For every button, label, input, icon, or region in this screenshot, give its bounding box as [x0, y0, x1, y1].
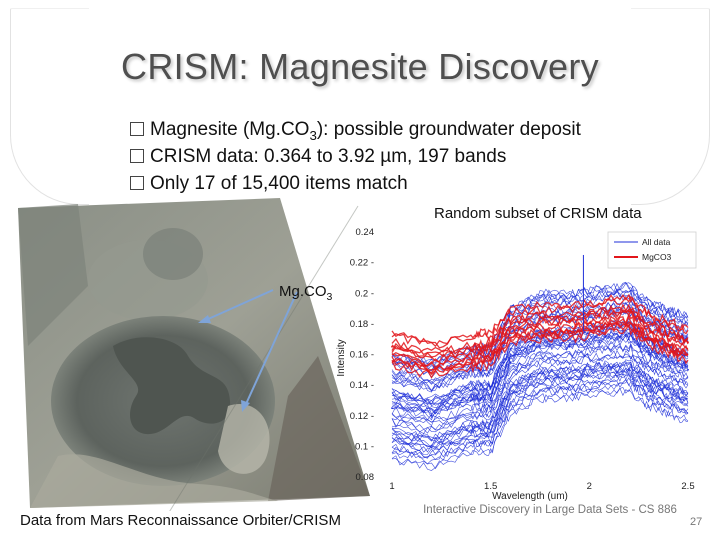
spectrum-line-all-data — [391, 350, 689, 434]
spectrum-line-mgco3 — [391, 295, 689, 349]
legend-label-all-data: All data — [642, 237, 671, 247]
data-point-mgco3 — [647, 326, 650, 328]
checkbox-bullet-icon — [130, 149, 144, 163]
spectrum-line-all-data — [391, 332, 689, 416]
bullet-items-match: Only 17 of 15,400 items match — [130, 170, 581, 197]
spectrum-line-mgco3 — [391, 303, 689, 354]
bullet-crism-data: CRISM data: 0.364 to 3.92 µm, 197 bands — [130, 143, 581, 170]
data-point-mgco3 — [627, 310, 630, 313]
data-point-all-data — [509, 361, 512, 364]
spectrum-line-mgco3 — [391, 314, 689, 369]
spectrum-line-mgco3 — [391, 323, 689, 379]
data-point-mgco3 — [568, 319, 571, 322]
data-point-all-data — [430, 414, 433, 417]
data-point-all-data — [391, 407, 393, 409]
y-tick-label: 0.08 — [356, 472, 375, 483]
x-tick-label: 2.5 — [681, 481, 694, 492]
image-caption: Data from Mars Reconnaissance Orbiter/CR… — [20, 512, 341, 529]
spectrum-line-all-data — [391, 365, 689, 448]
data-point-mgco3 — [598, 315, 601, 318]
arrow-line-down — [245, 291, 298, 405]
y-tick-label: 0.1 - — [355, 441, 374, 452]
data-point-mgco3 — [391, 345, 393, 348]
spectrum-line-all-data — [391, 368, 689, 451]
spectrum-line-all-data — [391, 350, 689, 434]
data-point-all-data — [647, 353, 650, 356]
mgco3-image-label: Mg.CO3 — [279, 283, 333, 303]
y-tick-label: 0.2 - — [355, 288, 374, 299]
arrow-head-left-icon — [198, 315, 211, 323]
bullet-magnesite: Magnesite (Mg.CO3): possible groundwater… — [130, 116, 581, 143]
data-point-all-data — [539, 345, 541, 348]
spectrum-line-all-data — [391, 337, 689, 421]
data-point-all-data — [470, 399, 472, 402]
data-point-all-data — [568, 345, 571, 348]
spectrum-line-all-data — [391, 361, 689, 442]
mars-terrain-image — [18, 198, 370, 511]
data-point-all-data — [489, 399, 492, 402]
spectrum-line-mgco3 — [391, 322, 689, 376]
spectrum-line-all-data — [391, 342, 689, 427]
y-tick-label: 0.22 - — [350, 258, 374, 269]
spectrum-line-all-data — [391, 371, 689, 455]
checkbox-bullet-icon — [130, 122, 144, 136]
x-tick-label: 1 — [389, 481, 394, 492]
slide-footer: Interactive Discovery in Large Data Sets… — [423, 504, 677, 516]
chart-caption: Random subset of CRISM data — [434, 205, 642, 222]
spectrum-line-all-data — [391, 374, 689, 459]
data-point-mgco3 — [470, 349, 472, 351]
y-tick-label: 0.12 - — [350, 411, 374, 422]
spectra-chart: 0.24 0.22 - 0.2 - 0.18 - 0.16 - 0.14 - 0.12 - 0… — [336, 227, 697, 502]
slide-title: CRISM: Magnesite Discovery — [121, 46, 599, 87]
y-tick-label: 0.18 - — [350, 319, 374, 330]
arrow-line-left — [205, 289, 274, 321]
spectrum-line-all-data — [391, 327, 689, 410]
data-point-all-data — [687, 368, 689, 371]
data-point-mgco3 — [430, 356, 433, 359]
y-tick-label: 0.16 - — [350, 350, 374, 361]
slide-frame-left — [10, 8, 89, 205]
y-axis-label: Intensity — [336, 339, 347, 376]
spectrum-line-all-data — [391, 359, 689, 442]
spectrum-line-all-data — [391, 366, 689, 449]
data-point-mgco3 — [509, 323, 512, 325]
spectrum-line-all-data — [391, 332, 689, 413]
checkbox-bullet-icon — [130, 176, 144, 190]
slide-frame-right — [631, 8, 710, 205]
data-point-mgco3 — [667, 335, 670, 337]
bullet-list: Magnesite (Mg.CO3): possible groundwater… — [130, 116, 581, 197]
spectrum-line-mgco3 — [391, 309, 689, 363]
data-point-all-data — [598, 341, 601, 344]
arrow-head-down-icon — [241, 400, 250, 412]
x-axis-label: Wavelength (um) — [492, 491, 568, 502]
data-point-all-data — [667, 361, 670, 364]
x-tick-label: 2 — [587, 481, 592, 492]
y-tick-label: 0.24 — [356, 227, 375, 238]
spectrum-line-all-data — [391, 386, 688, 471]
y-tick-label: 0.14 - — [350, 380, 374, 391]
spectrum-line-mgco3 — [391, 308, 689, 359]
chart-legend: All data MgCO3 — [607, 231, 697, 269]
data-point-mgco3 — [489, 345, 492, 348]
data-point-mgco3 — [687, 341, 689, 344]
page-number: 27 — [690, 516, 703, 528]
x-tick-label: 1.5 — [484, 481, 497, 492]
spectrum-line-all-data — [391, 379, 689, 465]
data-point-mgco3 — [539, 319, 541, 322]
data-point-all-data — [627, 338, 630, 341]
spectrum-line-all-data — [391, 305, 689, 391]
spectrum-line-all-data — [391, 378, 689, 458]
legend-label-mgco3: MgCO3 — [642, 252, 672, 262]
spectrum-line-all-data — [391, 344, 689, 425]
